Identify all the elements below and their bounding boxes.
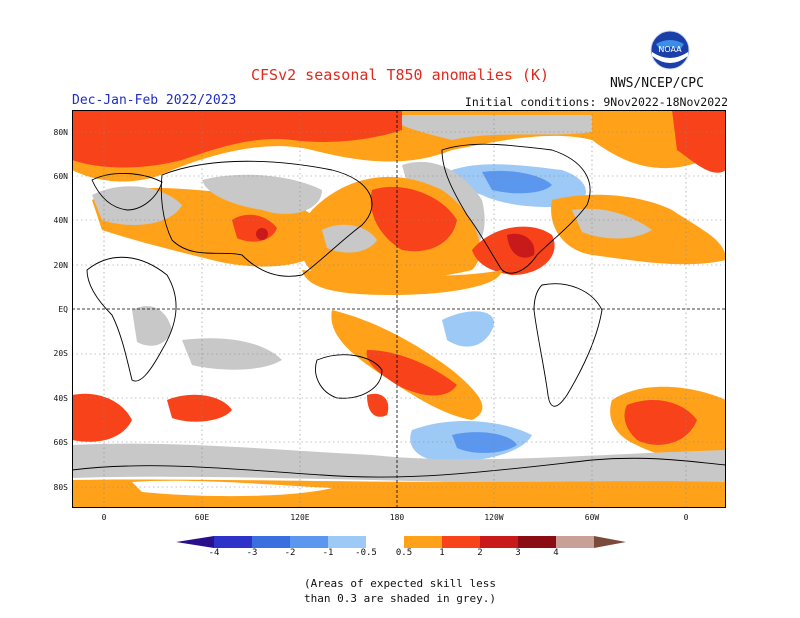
- noaa-logo: NOAA: [650, 30, 690, 70]
- europe-coast: [91, 172, 163, 211]
- africa-grey: [132, 306, 172, 346]
- map-frame: [72, 110, 726, 508]
- australia-coast: [315, 354, 383, 399]
- s-indian-warm: [167, 394, 232, 422]
- colorbar-label-p2: 2: [477, 548, 483, 558]
- n-america-cold-core: [482, 170, 552, 194]
- lon-label-120w: 120W: [484, 513, 504, 522]
- atlantic-grey: [572, 208, 652, 239]
- mexico-hot: [507, 233, 535, 258]
- colorbar-seg-neg2-neg1: [290, 536, 328, 548]
- indian-grey: [182, 338, 282, 370]
- lat-label-80n: 80N: [53, 128, 68, 137]
- s-america-coast: [533, 283, 603, 407]
- colorbar-label-neg3: -3: [246, 548, 258, 558]
- pacific-grey-nw: [322, 224, 377, 253]
- antarctic-white: [132, 480, 332, 497]
- colorbar: [176, 536, 626, 548]
- lat-label-eq: EQ: [58, 305, 68, 314]
- colorbar-seg-neg3-neg2: [252, 536, 290, 548]
- lat-label-60n: 60N: [53, 172, 68, 181]
- lat-label-20n: 20N: [53, 261, 68, 270]
- lat-label-60s: 60S: [53, 438, 68, 447]
- n-america-coast: [441, 143, 591, 274]
- skill-note-line1: (Areas of expected skill less: [303, 577, 497, 590]
- eq-pacific-cold: [442, 311, 494, 347]
- arctic-grey: [402, 115, 592, 140]
- asia-coast: [160, 160, 373, 277]
- lon-label-60w: 60W: [584, 513, 600, 522]
- arctic-strong-warm: [72, 110, 402, 168]
- colorbar-label-neg05: -0.5: [355, 548, 377, 558]
- agency-label: NWS/NCEP/CPC: [610, 76, 704, 91]
- colorbar-seg-neutral: [366, 536, 404, 548]
- arctic-strong-warm-east: [672, 110, 726, 173]
- reference-lines: [72, 110, 726, 508]
- map-title: CFSv2 seasonal T850 anomalies (K): [250, 66, 549, 84]
- nz-strong: [367, 393, 389, 417]
- eurasia-grey-2: [202, 174, 322, 214]
- noaa-logo-text: NOAA: [658, 45, 682, 54]
- colorbar-label-p05: 0.5: [395, 548, 413, 558]
- colorbar-label-neg2: -2: [284, 548, 296, 558]
- colorbar-seg-p1-2: [442, 536, 480, 548]
- lon-label-60e: 60E: [194, 513, 210, 522]
- colorbar-seg-p3-4: [518, 536, 556, 548]
- colorbar-label-p4: 4: [553, 548, 559, 558]
- colorbar-seg-neg4-neg3: [214, 536, 252, 548]
- season-period: Dec-Jan-Feb 2022/2023: [72, 93, 237, 108]
- lon-label-0: 0: [101, 513, 107, 522]
- s-indian-warm-west: [72, 393, 132, 442]
- southern-ocean-cold-core: [452, 432, 517, 453]
- colorbar-seg-neg1-neg05: [328, 536, 366, 548]
- colorbar-label-p1: 1: [439, 548, 445, 558]
- anomaly-map: [72, 110, 726, 508]
- colorbar-seg-p2-3: [480, 536, 518, 548]
- colorbar-label-neg1: -1: [322, 548, 334, 558]
- southern-grey-band: [72, 443, 726, 485]
- tibet-hot: [256, 228, 268, 240]
- tropical-warm-band: [302, 270, 502, 295]
- colorbar-label-p3: 3: [515, 548, 521, 558]
- africa-coast: [86, 256, 177, 382]
- eurasia-grey-1: [92, 186, 182, 225]
- lon-label-120e: 120E: [290, 513, 310, 522]
- lon-label-0-east: 0: [683, 513, 689, 522]
- initial-conditions: Initial conditions: 9Nov2022-18Nov2022: [464, 95, 728, 109]
- lon-label-180: 180: [389, 513, 405, 522]
- lat-label-40s: 40S: [53, 394, 68, 403]
- skill-note-line2: than 0.3 are shaded in grey.): [303, 592, 497, 605]
- colorbar-label-neg4: -4: [208, 548, 220, 558]
- lat-label-40n: 40N: [53, 216, 68, 225]
- coastlines: [72, 143, 726, 478]
- skill-note: (Areas of expected skill less than 0.3 a…: [0, 576, 800, 606]
- n-pacific-strong: [370, 186, 457, 252]
- s-atlantic-strong: [624, 400, 697, 445]
- lat-label-80s: 80S: [53, 483, 68, 492]
- antarctica-coast: [72, 457, 726, 478]
- lat-label-20s: 20S: [53, 349, 68, 358]
- colorbar-seg-lt-neg4: [176, 536, 214, 548]
- s-pacific-strong: [366, 350, 457, 396]
- colorbar-seg-p05-1: [404, 536, 442, 548]
- colorbar-seg-p4-5: [556, 536, 594, 548]
- colorbar-seg-gt5: [594, 536, 626, 548]
